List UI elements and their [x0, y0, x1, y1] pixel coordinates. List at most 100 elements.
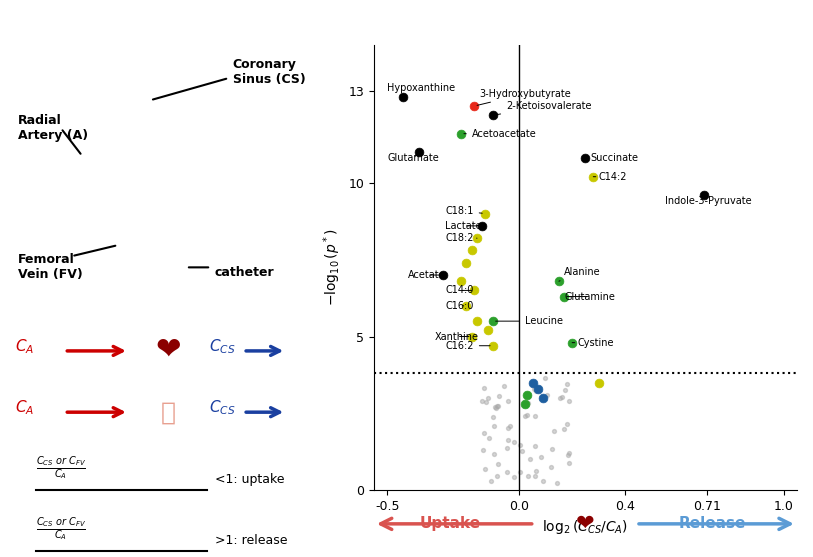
Point [550, 479, 563, 488]
Point [454, 129, 467, 138]
Point [519, 411, 532, 420]
Point [485, 476, 498, 485]
Point [528, 472, 541, 481]
Point [471, 317, 484, 326]
Point [563, 397, 576, 405]
Text: ❤: ❤ [576, 514, 594, 534]
Text: C18:1: C18:1 [446, 206, 482, 216]
Point [465, 332, 478, 341]
Point [477, 429, 490, 438]
Point [397, 92, 410, 101]
Point [560, 379, 573, 388]
Text: Leucine: Leucine [496, 316, 563, 326]
Point [479, 465, 492, 473]
Text: Xanthine: Xanthine [435, 331, 479, 341]
Point [546, 444, 559, 453]
Point [566, 338, 579, 347]
Text: Release: Release [679, 516, 746, 531]
Text: C14:0: C14:0 [446, 285, 474, 295]
Point [528, 441, 541, 450]
Text: $C_A$: $C_A$ [15, 337, 35, 355]
Text: Lactate: Lactate [446, 221, 482, 231]
Y-axis label: $-\log_{10}(p^*)$: $-\log_{10}(p^*)$ [321, 228, 343, 306]
Text: Glutamine: Glutamine [564, 291, 615, 301]
Text: Indole-3-Pyruvate: Indole-3-Pyruvate [664, 196, 751, 206]
Point [548, 427, 561, 436]
Text: C18:2: C18:2 [446, 233, 477, 243]
Point [478, 209, 491, 218]
Point [465, 246, 478, 255]
Point [486, 341, 499, 350]
Point [539, 373, 552, 382]
Point [513, 441, 526, 450]
Point [489, 403, 502, 412]
Text: Succinate: Succinate [585, 153, 639, 163]
Point [436, 271, 449, 280]
Point [558, 292, 571, 301]
Point [500, 444, 513, 453]
Text: Uptake: Uptake [420, 516, 480, 531]
Text: Glutamate: Glutamate [387, 153, 439, 163]
Text: C14:2: C14:2 [593, 172, 627, 182]
Point [460, 301, 473, 310]
Point [502, 436, 515, 444]
Text: 🦵: 🦵 [161, 400, 176, 424]
Point [515, 446, 528, 455]
Point [502, 397, 515, 405]
Point [412, 148, 425, 157]
Point [482, 433, 495, 442]
Point [545, 462, 558, 471]
Point [541, 390, 554, 399]
Point [592, 378, 605, 387]
Point [528, 412, 541, 421]
Point [563, 448, 576, 457]
Text: $C_{CS}$: $C_{CS}$ [208, 398, 235, 417]
Point [481, 326, 494, 335]
Point [554, 393, 567, 402]
Point [490, 403, 503, 412]
Point [503, 422, 516, 431]
Point [493, 392, 506, 400]
Point [587, 172, 600, 181]
Point [477, 384, 490, 393]
Point [488, 421, 501, 430]
Point [481, 393, 494, 402]
Point [471, 234, 484, 243]
Point [561, 419, 574, 428]
Text: Hypoxanthine: Hypoxanthine [387, 82, 455, 97]
Point [490, 471, 503, 480]
Point [467, 286, 480, 295]
Text: Acetate: Acetate [408, 270, 446, 280]
Point [476, 222, 489, 231]
Point [475, 397, 488, 405]
X-axis label: $\log_2(C_{CS}/C_A)$: $\log_2(C_{CS}/C_A)$ [542, 519, 628, 536]
Point [460, 258, 473, 267]
Point [557, 425, 570, 434]
Point [497, 382, 510, 391]
Text: ❤: ❤ [155, 336, 180, 365]
Point [508, 438, 521, 447]
Text: >1: release: >1: release [215, 534, 287, 547]
Text: Coronary
Sinus (CS): Coronary Sinus (CS) [233, 58, 305, 86]
Text: Radial
Artery (A): Radial Artery (A) [18, 114, 88, 142]
Point [454, 277, 467, 286]
Point [491, 460, 504, 468]
Text: <1: uptake: <1: uptake [215, 472, 284, 486]
Point [500, 467, 513, 476]
Point [532, 384, 545, 393]
Point [490, 401, 503, 410]
Text: Alanine: Alanine [559, 267, 601, 281]
Text: Cystine: Cystine [572, 338, 614, 348]
Text: C16:0: C16:0 [446, 301, 474, 311]
Point [467, 101, 480, 110]
Text: 2-Ketoisovalerate: 2-Ketoisovalerate [496, 101, 592, 115]
Point [520, 390, 533, 399]
Point [563, 458, 576, 467]
Point [492, 401, 505, 410]
Point [528, 384, 541, 393]
Point [698, 190, 711, 199]
Point [526, 378, 539, 387]
Text: $C_A$: $C_A$ [15, 398, 35, 417]
Point [524, 455, 537, 464]
Point [486, 317, 499, 326]
